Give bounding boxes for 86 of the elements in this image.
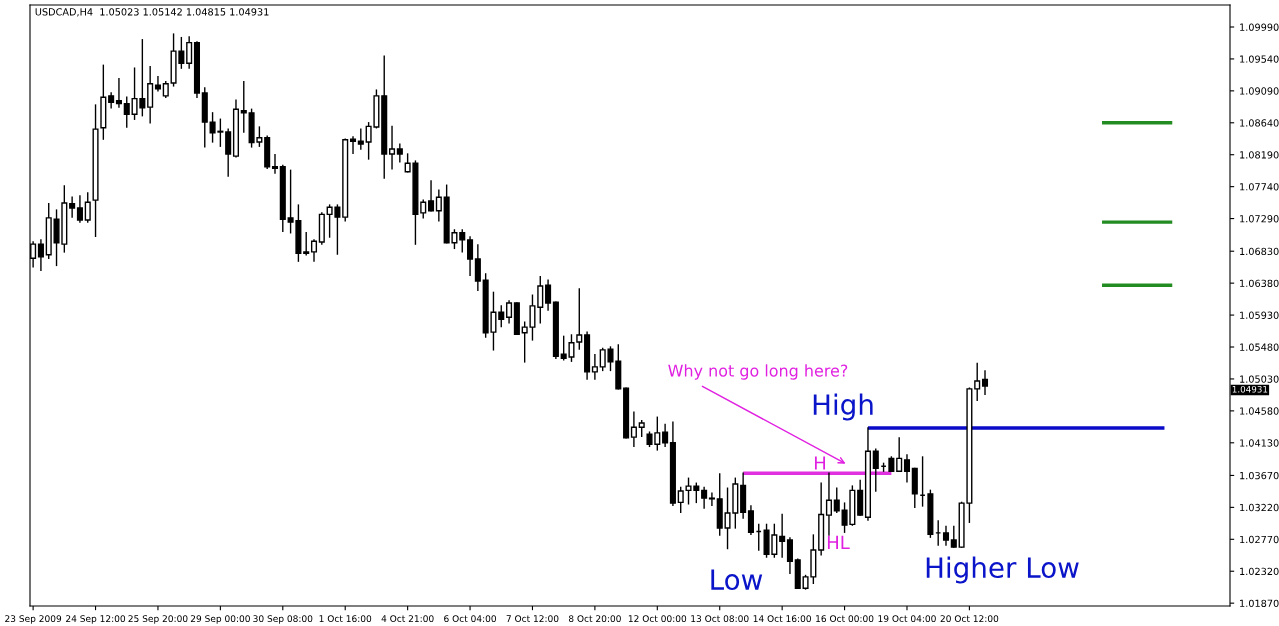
candlestick [349,136,357,154]
candlestick [708,492,715,506]
candlestick [467,236,474,277]
candlestick [154,75,161,92]
annotation: High [813,393,873,421]
candlestick [786,537,793,575]
candlestick [186,36,193,69]
x-tick-label: 23 Sep 2009 [5,615,62,624]
y-tick-label: 1.08640 [1240,119,1279,127]
chart-title: USDCAD,H4 1.05023 1.05142 1.04815 1.04931 [35,8,269,17]
candlestick [747,505,754,536]
candlestick [545,279,552,311]
candlestick [271,154,279,174]
candlestick [225,128,232,177]
y-tick-label: 1.09090 [1240,87,1279,95]
annotation: HL [827,535,850,549]
candlestick [115,78,122,108]
candlestick [240,80,247,133]
y-tick-label: 1.02320 [1240,567,1279,576]
candlestick [950,525,957,548]
candlestick [630,411,637,448]
candlestick [591,354,598,380]
x-tick-label: 8 Oct 20:00 [568,615,621,623]
candlestick [435,189,442,222]
x-tick-label: 20 Oct 12:00 [940,615,999,623]
candlestick [506,300,513,324]
x-tick-label: 1 Oct 16:00 [319,615,372,623]
candlestick [833,487,840,514]
x-tick-label: 12 Oct 00:00 [628,615,687,623]
candlestick [123,96,130,128]
x-tick-label: 24 Sep 12:00 [66,615,126,624]
y-tick-label: 1.07290 [1240,215,1279,223]
annotation: H [814,456,826,470]
x-tick-label: 13 Oct 08:00 [691,615,749,623]
candlestick [396,143,403,163]
candlestick [942,525,950,546]
text: 1.04931 [1232,385,1268,393]
y-tick-label: 1.09990 [1240,23,1279,31]
candlestick [69,196,76,218]
y-tick-label: 1.04580 [1240,407,1279,415]
x-tick-label: 19 Oct 04:00 [878,615,936,623]
y-tick-label: 1.05480 [1240,343,1279,351]
y-tick-label: 1.08190 [1240,151,1279,159]
candlestick [498,305,505,328]
y-tick-label: 1.01870 [1240,599,1279,607]
candlestick [896,437,903,472]
candlestick [357,128,364,150]
y-tick-label: 1.09540 [1240,55,1279,63]
y-tick-label: 1.05030 [1240,375,1279,383]
candlestick [981,370,989,395]
candlestick [974,362,981,401]
candlestick [872,448,879,492]
candlestick [37,239,44,272]
y-tick-label: 1.02770 [1240,535,1279,544]
candlestick [779,513,786,558]
x-tick-label: 30 Sep 08:00 [253,615,313,624]
annotation: Higher Low [926,556,1079,584]
candlestick [310,239,318,262]
candlestick [459,229,466,253]
candlestick [903,454,911,483]
x-tick-label: 6 Oct 04:00 [444,615,497,623]
y-tick-label: 1.03220 [1240,503,1279,512]
candlestick [825,472,832,536]
candlestick [388,125,396,170]
x-tick-label: 7 Oct 12:00 [506,615,559,623]
y-tick-label: 1.03670 [1240,471,1279,480]
y-tick-label: 1.04130 [1240,439,1279,447]
y-tick-label: 1.06830 [1240,247,1279,256]
annotation: Low [711,569,763,591]
candlestick [303,232,310,256]
candlestick [428,180,435,212]
y-tick-label: 1.07740 [1240,183,1279,191]
x-tick-label: 25 Sep 20:00 [128,615,188,624]
y-tick-label: 1.05930 [1240,311,1279,319]
candlestick [701,486,708,509]
annotation: Why not go long here? [668,364,848,380]
candlestick [662,423,669,448]
x-tick-label: 14 Oct 16:00 [753,615,811,623]
x-tick-label: 4 Oct 21:00 [381,615,434,623]
candlestick [84,192,91,223]
x-tick-label: 16 Oct 00:00 [816,615,874,623]
candlestick [474,244,481,291]
x-tick-label: 29 Sep 00:00 [190,615,250,624]
candlestick [147,66,154,124]
y-tick-label: 1.06380 [1240,279,1279,287]
candlestick [76,195,83,223]
